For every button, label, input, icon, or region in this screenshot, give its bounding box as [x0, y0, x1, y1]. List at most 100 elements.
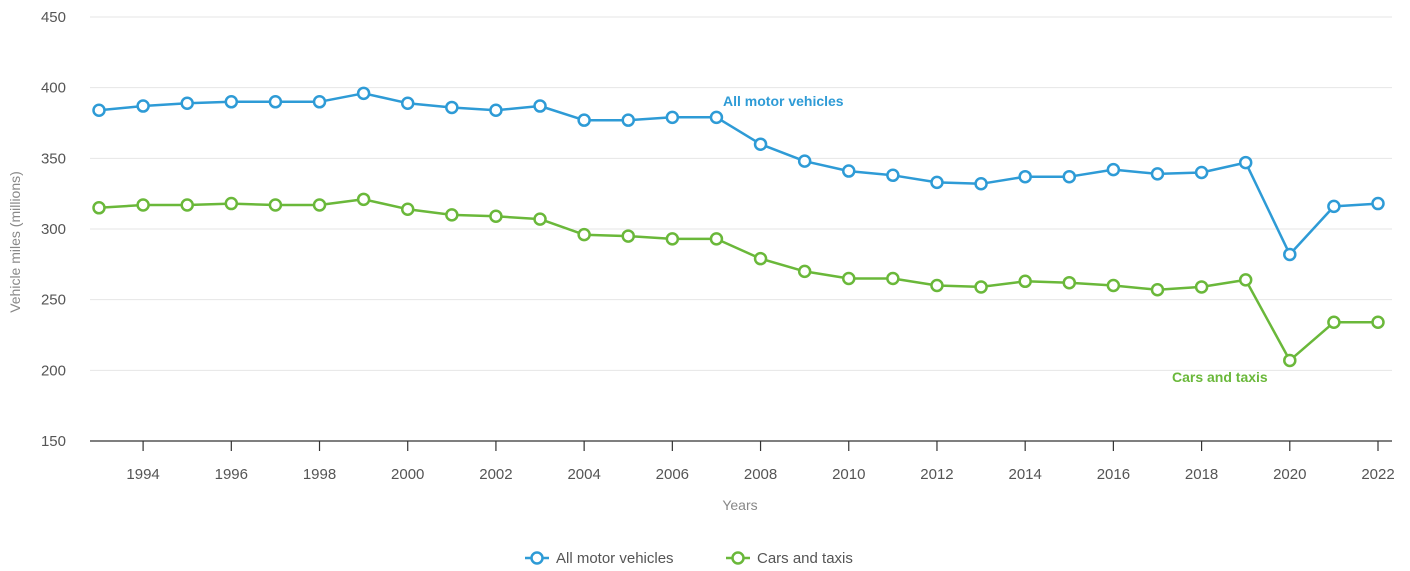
data-point: [136, 198, 150, 212]
data-point: [621, 229, 635, 243]
x-tick-label: 2020: [1273, 466, 1306, 483]
data-point: [356, 86, 371, 101]
y-tick-label: 200: [41, 362, 66, 379]
data-point: [533, 99, 547, 113]
legend-item: Cars and taxis: [726, 550, 853, 567]
data-point: [312, 95, 327, 109]
legend-item: All motor vehicles: [525, 550, 674, 567]
data-point: [180, 96, 194, 110]
data-point: [665, 232, 680, 246]
data-point: [400, 96, 415, 110]
y-tick-label: 400: [41, 80, 66, 97]
x-tick-label: 2016: [1097, 466, 1130, 483]
x-axis-title: Years: [722, 497, 757, 513]
legend-marker: [530, 551, 544, 565]
legend-label: All motor vehicles: [556, 550, 674, 567]
x-tick-label: 2004: [567, 466, 600, 483]
data-point: [1018, 169, 1032, 184]
data-point: [1150, 167, 1165, 181]
data-point: [753, 251, 768, 266]
y-tick-label: 250: [41, 292, 66, 309]
data-point: [400, 202, 415, 216]
data-point: [1018, 274, 1032, 289]
data-point: [1106, 278, 1121, 293]
data-point: [1371, 315, 1385, 330]
data-point: [1150, 283, 1165, 297]
data-point: [180, 198, 194, 212]
x-tick-label: 1998: [303, 466, 336, 483]
y-tick-label: 350: [41, 150, 66, 167]
data-point: [709, 110, 724, 125]
data-point: [797, 264, 812, 279]
data-point: [577, 227, 591, 242]
data-point: [1283, 247, 1297, 262]
data-point: [1238, 155, 1253, 170]
data-point: [974, 177, 988, 191]
data-point: [1194, 280, 1209, 294]
legend-label: Cars and taxis: [757, 550, 853, 567]
x-tick-label: 2018: [1185, 466, 1218, 483]
annotation-label: Cars and taxis: [1172, 369, 1268, 385]
data-point: [224, 196, 239, 211]
annotation-label: All motor vehicles: [723, 93, 844, 109]
data-point: [136, 99, 150, 113]
x-tick-label: 2006: [656, 466, 689, 483]
data-point: [886, 168, 900, 183]
data-point: [753, 137, 768, 151]
data-point: [1106, 162, 1121, 177]
data-point: [1371, 196, 1385, 211]
data-point: [533, 212, 547, 226]
y-tick-label: 150: [41, 433, 66, 450]
data-point: [797, 154, 812, 168]
data-point: [1238, 273, 1253, 287]
data-point: [268, 198, 283, 212]
series-0: [92, 86, 1385, 262]
x-tick-label: 2014: [1008, 466, 1041, 483]
data-point: [1062, 169, 1077, 184]
data-point: [92, 201, 106, 215]
x-tick-label: 2022: [1361, 466, 1394, 483]
x-tick-label: 2012: [920, 466, 953, 483]
data-point: [886, 271, 900, 286]
annotations: All motor vehicles Cars and taxis: [723, 93, 1268, 385]
data-point: [842, 271, 856, 286]
x-tick-label: 2010: [832, 466, 865, 483]
x-tick-label: 1994: [126, 466, 159, 483]
data-point: [1327, 315, 1341, 330]
x-tick-label: 1996: [215, 466, 248, 483]
data-point: [224, 95, 239, 109]
series-1: [92, 192, 1385, 368]
data-point: [445, 100, 459, 115]
y-axis-title: Vehicle miles (millions): [7, 171, 23, 313]
data-point: [1283, 353, 1297, 368]
x-tick-label: 2002: [479, 466, 512, 483]
data-point: [1327, 199, 1341, 214]
x-tick-label: 2008: [744, 466, 777, 483]
data-point: [268, 95, 283, 109]
y-tick-label: 450: [41, 9, 66, 26]
series-group: [92, 86, 1385, 368]
data-point: [445, 208, 459, 222]
data-point: [1194, 165, 1209, 180]
data-point: [842, 164, 856, 178]
data-point: [974, 280, 988, 294]
data-point: [930, 278, 944, 293]
data-point: [665, 110, 680, 125]
data-point: [930, 175, 944, 190]
x-tick-label: 2000: [391, 466, 424, 483]
data-point: [577, 113, 591, 127]
data-point: [356, 192, 371, 207]
series-line: [98, 198, 1378, 362]
series-line: [98, 92, 1379, 256]
data-point: [1062, 275, 1077, 290]
data-point: [312, 198, 327, 212]
axes: 150 200 250 300 350 400 450 1994 1996 1998 2000 200…: [41, 9, 1395, 483]
data-point: [92, 103, 106, 118]
data-point: [709, 232, 724, 246]
legend: All motor vehicles Cars and taxis: [525, 550, 853, 567]
y-tick-label: 300: [41, 221, 66, 238]
legend-marker: [731, 551, 745, 565]
data-point: [489, 209, 503, 224]
gridlines: [90, 16, 1392, 371]
